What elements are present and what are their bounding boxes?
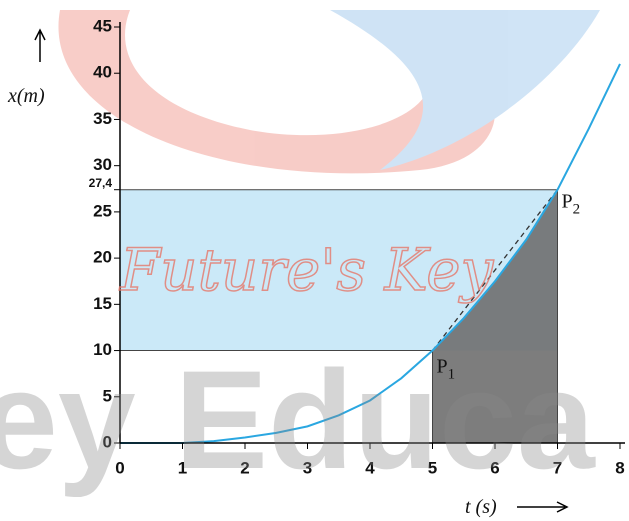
- y-tick-label: 27,4: [89, 176, 113, 190]
- logo: [58, 10, 600, 173]
- y-tick-label: 40: [93, 63, 112, 82]
- y-tick-label: 30: [93, 155, 112, 174]
- point-label-subscript: 2: [573, 202, 581, 218]
- point-label-name: P: [562, 191, 573, 213]
- y-tick-label: 15: [93, 294, 112, 313]
- watermark: Future's Key: [119, 236, 495, 304]
- chart: 051015202527,430354045012345678x(m)t (s)…: [0, 0, 629, 521]
- point-label: P2: [562, 191, 581, 218]
- y-arrow: [35, 30, 45, 62]
- watermark: ey Educa: [0, 341, 596, 498]
- y-tick-label: 45: [93, 16, 112, 35]
- y-tick-label: 25: [93, 201, 112, 220]
- y-tick-label: 20: [93, 248, 112, 267]
- x-arrow: [517, 502, 567, 512]
- y-tick-label: 35: [93, 109, 112, 128]
- x-axis-label: t (s): [465, 496, 497, 518]
- y-axis-label: x(m): [7, 85, 45, 107]
- x-tick-label: 8: [615, 458, 624, 477]
